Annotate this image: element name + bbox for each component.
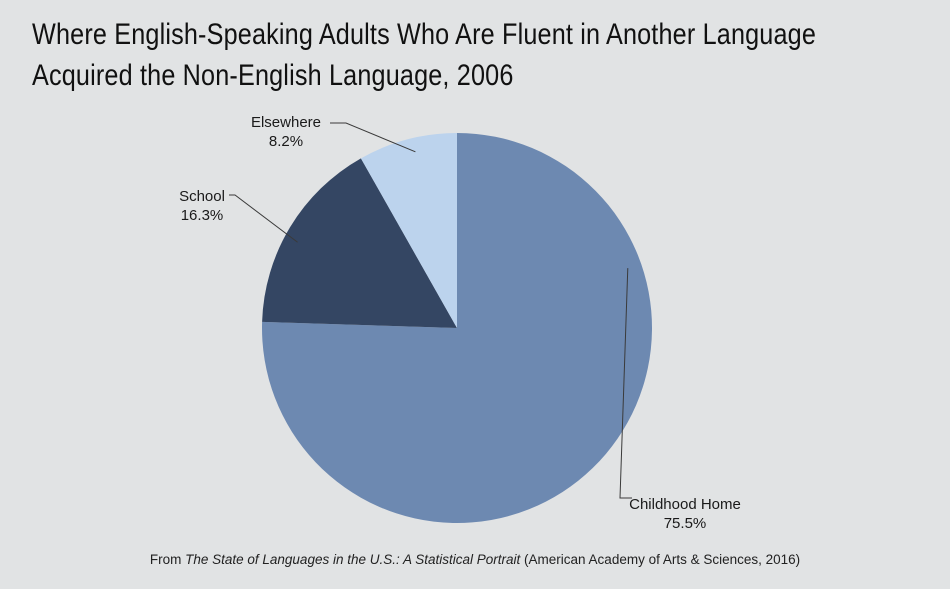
pie-slice-elsewhere bbox=[360, 133, 457, 328]
source-prefix: From bbox=[149, 552, 186, 567]
leader-lines bbox=[229, 122, 632, 499]
slice-value-elsewhere: 8.2% bbox=[269, 133, 303, 150]
source-note: From The State of Languages in the U.S.:… bbox=[0, 552, 950, 567]
chart-title: Where English-Speaking Adults Who Are Fl… bbox=[32, 14, 817, 96]
leader-line-elsewhere bbox=[330, 122, 416, 153]
slice-value-school: 16.3% bbox=[181, 207, 224, 224]
slice-label-childhood-home: Childhood Home bbox=[629, 496, 741, 513]
pie-slices bbox=[262, 133, 652, 523]
leader-line-childhood-home bbox=[619, 268, 632, 499]
chart-title-line-1: Where English-Speaking Adults Who Are Fl… bbox=[32, 18, 817, 51]
slice-label-school: School bbox=[179, 188, 225, 205]
pie-slice-school bbox=[262, 158, 457, 328]
leader-line-school bbox=[229, 194, 298, 243]
slice-label-elsewhere: Elsewhere bbox=[251, 114, 321, 131]
slice-value-childhood-home: 75.5% bbox=[664, 515, 707, 532]
slice-labels: Childhood Home 75.5% School 16.3% Elsewhere 8… bbox=[179, 114, 741, 532]
chart-title-line-2: Acquired the Non-English Language, 2006 bbox=[32, 59, 514, 92]
source-work: The State of Languages in the U.S.: A St… bbox=[185, 552, 521, 567]
source-suffix: (American Academy of Arts & Sciences, 20… bbox=[520, 552, 801, 567]
